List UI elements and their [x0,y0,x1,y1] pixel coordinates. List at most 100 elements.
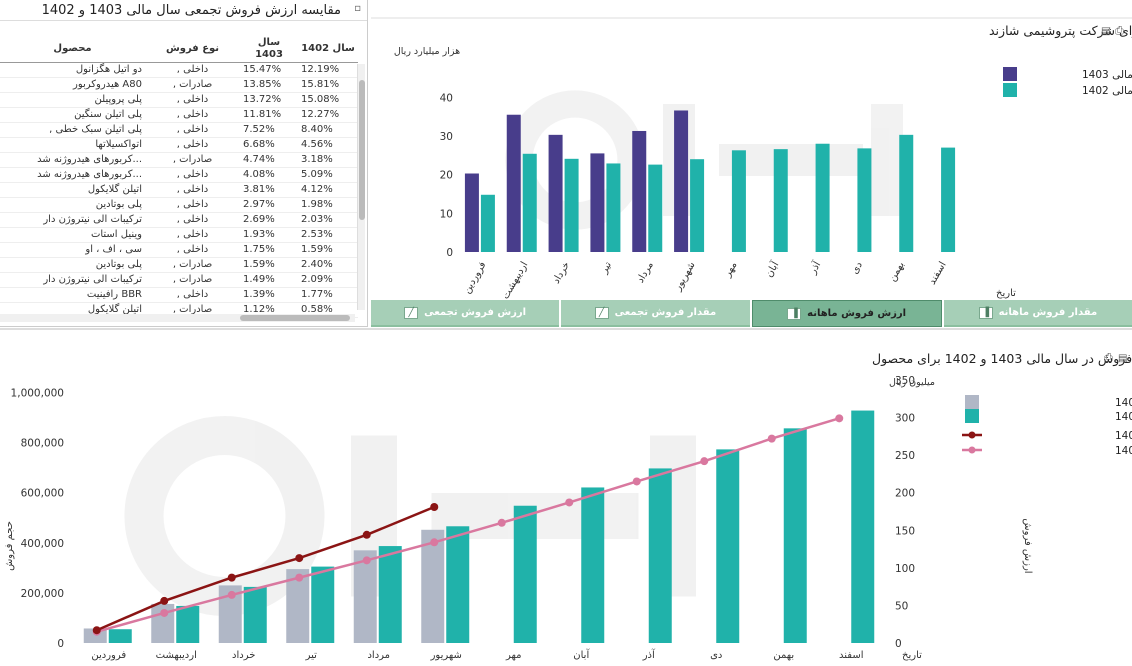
table-row[interactable]: 4.56% 6.68% داخلی , اتواکسیلاتها [0,137,358,153]
bar-1403[interactable] [464,173,479,252]
bar-cum-1402[interactable] [581,487,605,643]
bar-cum-1402[interactable] [783,428,807,643]
point-value-1402[interactable] [632,477,641,486]
point-value-1402[interactable] [565,498,574,507]
header-1402[interactable]: سال 1402 [298,36,358,63]
table-row[interactable]: 1.59% 1.75% داخلی , سی ، اف ، او [0,242,358,258]
x-tick-label: دی [849,260,865,276]
bar-cum-1402[interactable] [851,410,875,643]
bar-1402[interactable] [480,194,495,252]
export-icon[interactable]: ▤ [1101,26,1110,37]
bar-1402[interactable] [815,143,830,252]
bar-1403[interactable] [548,134,563,252]
bar-cum-1402[interactable] [378,546,402,643]
table-row[interactable]: 1.98% 2.97% داخلی , پلی بوتادین [0,197,358,213]
bar-cum-1403[interactable] [218,585,242,643]
tab-label: مقدار فروش ماهانه [998,307,1098,318]
table-horizontal-scrollbar[interactable] [0,314,355,322]
bar-1402[interactable] [899,134,914,252]
bar-1402[interactable] [731,150,746,252]
point-value-1403[interactable] [430,502,439,511]
y-tick-label: 1,000,000 [11,388,64,400]
point-value-1402[interactable] [362,556,371,565]
tab-3[interactable]: ارزش فروش تجمعی ╱ [371,300,560,327]
bar-cum-1402[interactable] [648,468,672,643]
bar-1403[interactable] [632,130,647,252]
point-value-1403[interactable] [362,530,371,539]
bar-cum-1402[interactable] [108,629,132,643]
bar-1402[interactable] [522,153,537,252]
bar-1402[interactable] [941,147,956,252]
bar-cum-1402[interactable] [311,566,335,643]
bar-1402[interactable] [606,163,621,252]
table-row[interactable]: 5.09% 4.08% داخلی , ...کربورهای هیدروژنه شد [0,167,358,183]
y-tick-label: 600,000 [21,488,64,500]
bar-1402[interactable] [648,164,663,252]
point-value-1403[interactable] [160,596,169,605]
point-value-1402[interactable] [160,608,169,617]
print-icon[interactable]: ⎙ [1104,351,1113,364]
point-value-1402[interactable] [700,457,709,466]
bar-cum-1403[interactable] [83,628,107,643]
tab-2[interactable]: مقدار فروش تجمعی ╱ [561,300,750,327]
point-value-1402[interactable] [430,538,439,547]
chart-title: مقایسه ارزش فروش ماهانه سال مالی 1403 و … [989,23,1132,39]
header-sale-type[interactable]: نوع فروش [145,36,240,63]
bar-cum-1402[interactable] [176,605,200,643]
bar-cum-1402[interactable] [446,526,470,643]
section-divider [0,328,1132,330]
hscroll-thumb[interactable] [240,315,350,321]
point-value-1402[interactable] [295,573,304,582]
bar-cum-1402[interactable] [243,586,267,643]
point-value-1403[interactable] [295,554,304,563]
y-tick-label: 0 [57,638,64,650]
bar-1403[interactable] [674,110,689,252]
cell-1402: 2.40% [298,257,358,273]
header-product[interactable]: محصول [0,36,145,63]
table-row[interactable]: 8.40% 7.52% داخلی , پلی اتیلن سبک خطی , [0,122,358,138]
bar-cum-1403[interactable] [353,550,377,643]
header-1403[interactable]: سال 1403 [240,36,298,63]
point-value-1402[interactable] [227,590,236,599]
table-row[interactable]: 2.03% 2.69% داخلی , ترکیبات الی نیتروژن دار [0,212,358,228]
print-icon[interactable]: ⎙ [1115,24,1124,37]
bar-cum-1402[interactable] [513,505,537,643]
export-icon[interactable]: ▤ [1118,353,1127,364]
y-tick-label: 30 [440,131,453,143]
tab-1[interactable]: ارزش فروش ماهانه ▐ [751,300,942,327]
point-value-1403[interactable] [227,573,236,582]
x-tick-label: فروردین [91,650,126,661]
bar-1403[interactable] [506,114,521,252]
legend-label: سال مالی 1403 [1082,69,1132,81]
panel-menu-icon[interactable]: ▫ [354,3,361,14]
table-row[interactable]: 12.27% 11.81% داخلی , پلی اتیلن سنگین [0,107,358,123]
table-row[interactable]: 2.40% 1.59% صادرات , پلی بوتادین [0,257,358,273]
table-row[interactable]: 2.09% 1.49% صادرات , ترکیبات الی نیتروژن دا… [0,272,358,288]
point-value-1402[interactable] [835,414,844,423]
bar-1402[interactable] [564,158,579,252]
bar-cum-1402[interactable] [716,449,740,643]
x-tick-label: آبان [573,648,590,661]
table-row[interactable]: 15.81% 13.85% صادرات , A80 هیدروکربور [0,77,358,93]
table-row[interactable]: 15.08% 13.72% داخلی , پلی پروپیلن [0,92,358,108]
table-row[interactable]: 2.53% 1.93% داخلی , وینیل استات [0,227,358,243]
table-row[interactable]: 12.19% 15.47% داخلی , دو اتیل هگزانول [0,62,358,78]
vscroll-thumb[interactable] [359,80,365,220]
point-value-1403[interactable] [92,626,101,635]
bar-1403[interactable] [590,153,605,252]
bar-cum-1403[interactable] [421,529,445,643]
bar-cum-1403[interactable] [286,569,310,643]
table-row[interactable]: 4.12% 3.81% داخلی , اتیلن گلایکول [0,182,358,198]
table-row[interactable]: 3.18% 4.74% صادرات , ...کربورهای هیدروژنه ش… [0,152,358,168]
line-value-1403[interactable] [96,505,435,632]
table-vertical-scrollbar[interactable] [357,64,365,310]
point-value-1402[interactable] [767,434,776,443]
point-value-1402[interactable] [497,518,506,527]
line-value-1402[interactable] [96,417,840,633]
tab-0[interactable]: مقدار فروش ماهانه ▐ [943,300,1132,327]
bar-1402[interactable] [773,149,788,252]
bar-1402[interactable] [690,159,705,252]
legend-label: حجم فروش تجمعی 1403 [1115,397,1132,409]
table-row[interactable]: 1.77% 1.39% داخلی , BBR رافینیت [0,287,358,303]
bar-1402[interactable] [857,148,872,252]
